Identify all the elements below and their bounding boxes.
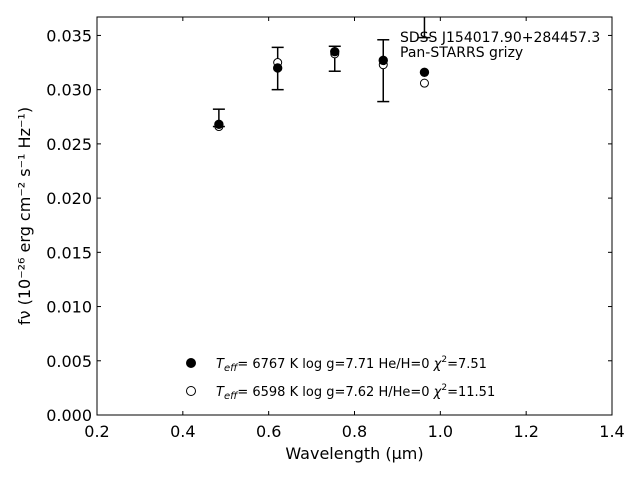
annotation-line-1: SDSS J154017.90+284457.3: [400, 30, 600, 46]
legend: Teff= 6767 K log g=7.71 He/H=0 χ2=7.51 T…: [186, 355, 495, 402]
annotation-line-2: Pan-STARRS grizy: [400, 45, 523, 61]
x-tick-label: 0.6: [256, 422, 281, 441]
filled-model-point: [330, 47, 340, 57]
points-layer: [214, 47, 430, 132]
legend-open-chi2: =11.51: [447, 385, 495, 400]
legend-open-teff: 6598 K: [252, 385, 298, 400]
y-tick-label: 0.020: [46, 189, 92, 208]
y-tick-label: 0.000: [46, 406, 92, 425]
y-tick-label: 0.005: [46, 352, 92, 371]
errorbars-layer: [212, 17, 431, 128]
filled-model-point: [378, 55, 388, 66]
x-tick-label: 0.2: [84, 422, 109, 441]
y-tick-label: 0.030: [46, 81, 92, 100]
x-axis-label: Wavelength (μm): [285, 444, 423, 463]
plot-frame: [96, 16, 613, 416]
legend-filled-comp: He/H=0: [378, 357, 429, 372]
x-tick-label: 1.0: [428, 422, 453, 441]
y-tick-label: 0.035: [46, 26, 92, 45]
legend-filled-chi2: =7.51: [447, 357, 487, 372]
x-tick-label: 1.4: [599, 422, 624, 441]
ticks-layer: 0.2 0.4 0.6 0.8 1.0 1.2 1.4 0.000 0.005 0.010 0.01…: [46, 17, 625, 441]
y-tick-label: 0.010: [46, 298, 92, 317]
legend-entry-open: Teff= 6598 K log g=7.62 H/He=0 χ2=11.51: [216, 383, 495, 402]
filled-model-point: [272, 63, 283, 73]
legend-filled-teff: 6767 K: [252, 357, 298, 372]
legend-marker-filled: [186, 358, 196, 368]
y-axis-label: fν (10⁻²⁶ erg cm⁻² s⁻¹ Hz⁻¹): [15, 107, 34, 325]
y-tick-label: 0.025: [46, 135, 92, 154]
y-tick-label: 0.015: [46, 243, 92, 262]
legend-open-comp: H/He=0: [378, 385, 429, 400]
legend-entry-filled: Teff= 6767 K log g=7.71 He/H=0 χ2=7.51: [216, 355, 487, 374]
legend-filled-logg: log g=7.71: [302, 357, 374, 372]
open-model-point: [419, 78, 429, 88]
x-tick-label: 1.2: [513, 422, 538, 441]
x-tick-label: 0.4: [170, 422, 195, 441]
legend-open-logg: log g=7.62: [302, 385, 374, 400]
filled-model-point: [419, 67, 430, 78]
x-tick-label: 0.8: [342, 422, 367, 441]
filled-model-point: [214, 119, 224, 130]
legend-marker-open: [186, 386, 196, 396]
